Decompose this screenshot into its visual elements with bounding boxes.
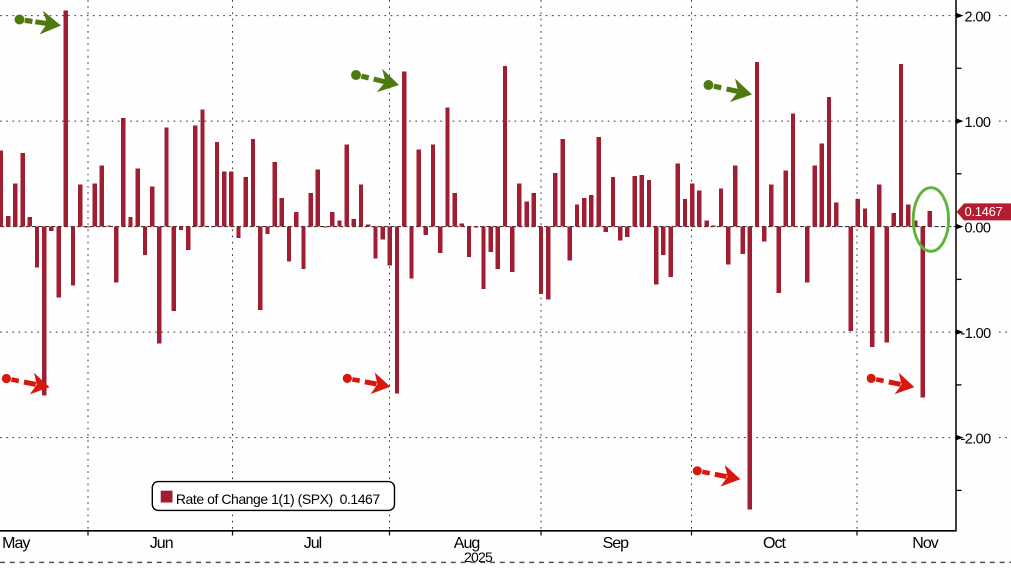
svg-text:2025: 2025 <box>464 549 493 564</box>
svg-text:0.00: 0.00 <box>965 221 991 237</box>
svg-text:-2.00: -2.00 <box>961 432 992 448</box>
svg-text:Rate of Change 1(1) (SPX) 0.1: Rate of Change 1(1) (SPX) 0.1467 <box>176 491 380 507</box>
svg-text:Aug: Aug <box>454 535 480 552</box>
svg-text:Jun: Jun <box>150 535 173 552</box>
svg-text:May: May <box>2 535 30 552</box>
svg-text:Sep: Sep <box>603 535 630 552</box>
svg-text:1.00: 1.00 <box>965 115 991 131</box>
svg-text:Nov: Nov <box>912 535 938 552</box>
svg-text:0.1467: 0.1467 <box>965 204 1003 219</box>
svg-text:2.00: 2.00 <box>965 10 991 26</box>
svg-text:-1.00: -1.00 <box>961 326 992 342</box>
svg-text:Jul: Jul <box>304 535 322 552</box>
svg-text:Oct: Oct <box>763 535 786 552</box>
